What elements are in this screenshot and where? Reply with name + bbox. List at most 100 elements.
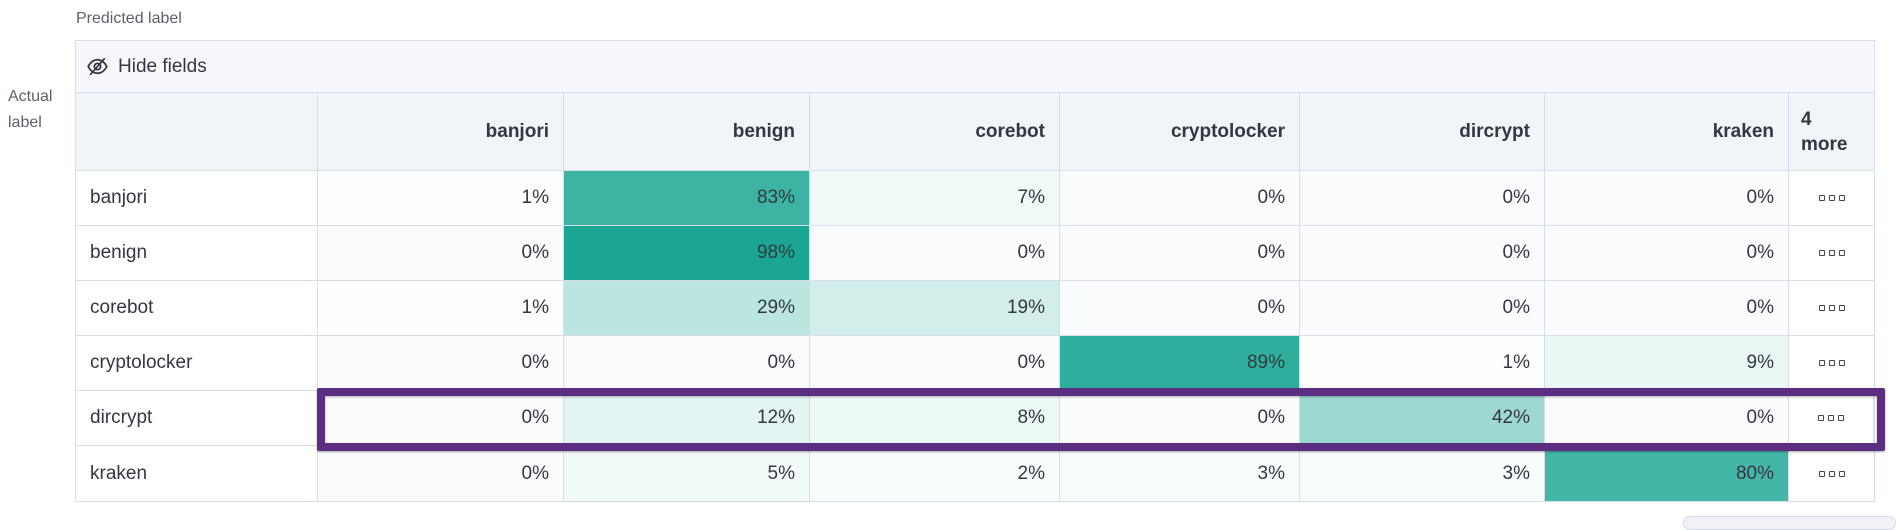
column-header-dircrypt[interactable]: dircrypt xyxy=(1300,93,1545,170)
column-header-kraken[interactable]: kraken xyxy=(1545,93,1789,170)
row-actions-cell[interactable] xyxy=(1789,281,1874,335)
actual-label: Actual label xyxy=(8,84,52,136)
header-row: banjori benign corebot cryptolocker dircrypt… xyxy=(76,93,1874,171)
box-square xyxy=(1838,360,1845,366)
eye-closed-icon xyxy=(86,55,109,78)
row-label-dircrypt[interactable]: dircrypt xyxy=(76,391,318,445)
box-square xyxy=(1828,360,1835,366)
box-square xyxy=(1818,360,1825,366)
table-row-banjori: banjori 1% 83% 7% 0% 0% 0% xyxy=(76,171,1874,226)
matrix-cell-corebot-cryptolocker[interactable]: 0% xyxy=(1060,281,1300,335)
row-label-corebot[interactable]: corebot xyxy=(76,281,318,335)
box-square xyxy=(1828,415,1834,421)
row-label-kraken[interactable]: kraken xyxy=(76,446,318,501)
matrix-cell-corebot-dircrypt[interactable]: 0% xyxy=(1300,281,1545,335)
box-square xyxy=(1828,305,1835,311)
more-columns-word: more xyxy=(1801,133,1848,155)
grid-toolbar: Hide fields xyxy=(76,41,1874,93)
matrix-cell-cryptolocker-banjori[interactable]: 0% xyxy=(318,336,564,390)
box-square xyxy=(1828,250,1835,256)
row-label-cryptolocker[interactable]: cryptolocker xyxy=(76,336,318,390)
box-square xyxy=(1838,470,1845,477)
table-row-benign: benign 0% 98% 0% 0% 0% 0% xyxy=(76,226,1874,281)
matrix-cell-banjori-banjori[interactable]: 1% xyxy=(318,171,564,225)
predicted-label: Predicted label xyxy=(76,10,182,27)
matrix-cell-dircrypt-dircrypt[interactable]: 42% xyxy=(1300,391,1545,445)
box-square xyxy=(1818,250,1825,256)
row-actions-cell[interactable] xyxy=(1789,226,1874,280)
actual-label-line2: label xyxy=(8,114,42,131)
matrix-cell-kraken-dircrypt[interactable]: 3% xyxy=(1300,446,1545,501)
column-header-benign[interactable]: benign xyxy=(564,93,810,170)
box-square xyxy=(1818,305,1825,311)
matrix-body: banjori 1% 83% 7% 0% 0% 0% benign 0% 98% 0% 0% 0% 0% c… xyxy=(76,171,1885,501)
matrix-cell-cryptolocker-cryptolocker[interactable]: 89% xyxy=(1060,336,1300,390)
header-corner-cell xyxy=(76,93,318,170)
matrix-cell-cryptolocker-benign[interactable]: 0% xyxy=(564,336,810,390)
box-square xyxy=(1838,195,1845,201)
matrix-cell-corebot-kraken[interactable]: 0% xyxy=(1545,281,1789,335)
column-header-more[interactable]: 4 more xyxy=(1789,93,1874,170)
column-header-corebot[interactable]: corebot xyxy=(810,93,1060,170)
row-actions-cell[interactable] xyxy=(1789,171,1874,225)
horizontal-scrollbar[interactable] xyxy=(1683,516,1896,530)
row-label-benign[interactable]: benign xyxy=(76,226,318,280)
box-square xyxy=(1818,470,1825,477)
matrix-cell-dircrypt-kraken[interactable]: 0% xyxy=(1545,391,1789,445)
row-actions-cell[interactable] xyxy=(1789,446,1874,501)
box-square xyxy=(1838,305,1845,311)
table-row-cryptolocker: cryptolocker 0% 0% 0% 89% 1% 9% xyxy=(76,336,1874,391)
box-square xyxy=(1838,415,1844,421)
box-square xyxy=(1828,470,1835,477)
hide-fields-button[interactable]: Hide fields xyxy=(76,41,217,92)
matrix-cell-kraken-benign[interactable]: 5% xyxy=(564,446,810,501)
table-row-dircrypt: dircrypt 0% 12% 8% 0% 42% 0% xyxy=(76,388,1885,451)
row-actions-cell[interactable] xyxy=(1789,336,1874,390)
box-square xyxy=(1818,415,1824,421)
matrix-cell-kraken-banjori[interactable]: 0% xyxy=(318,446,564,501)
boxes-horizontal-icon[interactable] xyxy=(1818,305,1845,311)
matrix-cell-dircrypt-corebot[interactable]: 8% xyxy=(810,391,1060,445)
more-columns-count: 4 xyxy=(1801,108,1812,130)
matrix-cell-cryptolocker-kraken[interactable]: 9% xyxy=(1545,336,1789,390)
matrix-cell-benign-cryptolocker[interactable]: 0% xyxy=(1060,226,1300,280)
table-row-kraken: kraken 0% 5% 2% 3% 3% 80% xyxy=(76,446,1874,501)
matrix-cell-banjori-benign[interactable]: 83% xyxy=(564,171,810,225)
matrix-cell-banjori-corebot[interactable]: 7% xyxy=(810,171,1060,225)
matrix-cell-banjori-dircrypt[interactable]: 0% xyxy=(1300,171,1545,225)
hide-fields-label: Hide fields xyxy=(118,55,207,77)
matrix-cell-benign-benign[interactable]: 98% xyxy=(564,226,810,280)
matrix-cell-dircrypt-cryptolocker[interactable]: 0% xyxy=(1060,391,1300,445)
matrix-cell-benign-corebot[interactable]: 0% xyxy=(810,226,1060,280)
matrix-cell-dircrypt-benign[interactable]: 12% xyxy=(564,391,810,445)
matrix-cell-kraken-cryptolocker[interactable]: 3% xyxy=(1060,446,1300,501)
box-square xyxy=(1818,195,1825,201)
matrix-cell-cryptolocker-dircrypt[interactable]: 1% xyxy=(1300,336,1545,390)
matrix-cell-corebot-corebot[interactable]: 19% xyxy=(810,281,1060,335)
row-label-banjori[interactable]: banjori xyxy=(76,171,318,225)
column-header-cryptolocker[interactable]: cryptolocker xyxy=(1060,93,1300,170)
boxes-horizontal-icon[interactable] xyxy=(1818,195,1845,201)
box-square xyxy=(1828,195,1835,201)
matrix-cell-banjori-kraken[interactable]: 0% xyxy=(1545,171,1789,225)
matrix-cell-corebot-benign[interactable]: 29% xyxy=(564,281,810,335)
boxes-horizontal-icon[interactable] xyxy=(1818,250,1845,256)
matrix-cell-cryptolocker-corebot[interactable]: 0% xyxy=(810,336,1060,390)
column-header-banjori[interactable]: banjori xyxy=(318,93,564,170)
box-square xyxy=(1838,250,1845,256)
matrix-cell-corebot-banjori[interactable]: 1% xyxy=(318,281,564,335)
matrix-cell-kraken-kraken[interactable]: 80% xyxy=(1545,446,1789,501)
boxes-horizontal-icon[interactable] xyxy=(1818,415,1844,421)
matrix-cell-banjori-cryptolocker[interactable]: 0% xyxy=(1060,171,1300,225)
matrix-cell-benign-banjori[interactable]: 0% xyxy=(318,226,564,280)
confusion-matrix-grid: Hide fields banjori benign corebot cryptolo… xyxy=(75,40,1885,502)
boxes-horizontal-icon[interactable] xyxy=(1818,470,1845,477)
table-row-corebot: corebot 1% 29% 19% 0% 0% 0% xyxy=(76,281,1874,336)
boxes-horizontal-icon[interactable] xyxy=(1818,360,1845,366)
matrix-cell-benign-dircrypt[interactable]: 0% xyxy=(1300,226,1545,280)
actual-label-line1: Actual xyxy=(8,88,53,105)
matrix-cell-dircrypt-banjori[interactable]: 0% xyxy=(318,391,564,445)
row-actions-cell[interactable] xyxy=(1789,391,1874,445)
matrix-cell-kraken-corebot[interactable]: 2% xyxy=(810,446,1060,501)
matrix-cell-benign-kraken[interactable]: 0% xyxy=(1545,226,1789,280)
